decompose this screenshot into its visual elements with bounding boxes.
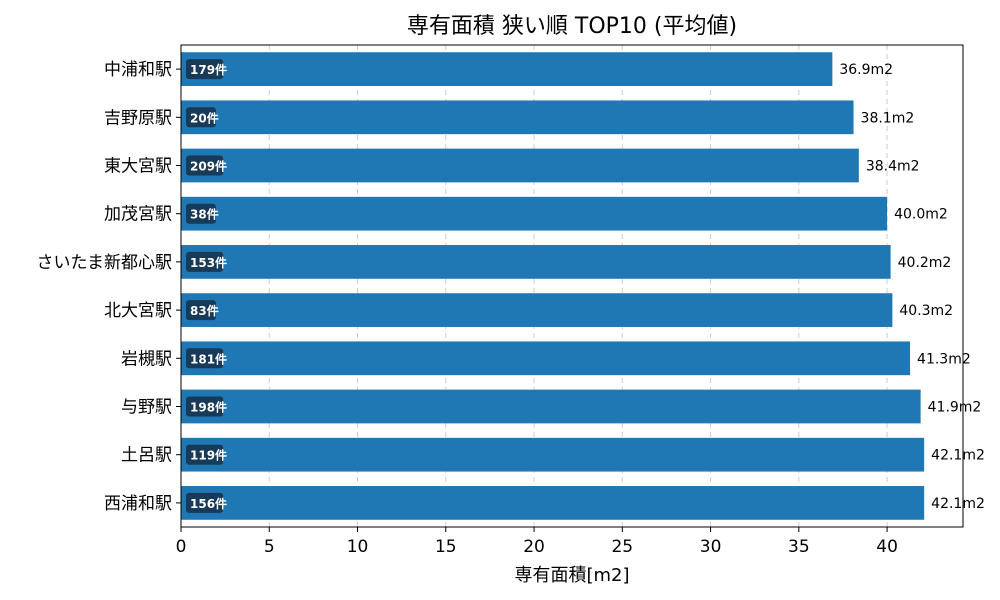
plot-frame [180, 44, 964, 528]
x-tick-label: 35 [788, 537, 810, 557]
count-badge-label: 20件 [190, 110, 219, 125]
y-tick-label: 土呂駅 [121, 446, 172, 466]
bar-value-label: 36.9m2 [839, 62, 893, 78]
count-badge [186, 492, 224, 513]
y-tick-label: 東大宮駅 [104, 157, 172, 177]
x-tick-label: 15 [435, 537, 457, 557]
bar [181, 52, 833, 86]
count-badge-label: 181件 [190, 351, 227, 366]
bar-value-label: 41.9m2 [928, 400, 982, 416]
count-badge-label: 119件 [190, 448, 227, 463]
x-tick-label: 25 [611, 537, 633, 557]
bar-value-label: 41.3m2 [917, 351, 971, 367]
count-badge [186, 203, 216, 224]
bar [181, 437, 925, 472]
bar [181, 389, 921, 424]
bar [181, 486, 925, 520]
count-badge [186, 59, 224, 80]
x-tick-label: 5 [264, 537, 275, 557]
count-badge [186, 107, 216, 128]
bar [181, 341, 911, 376]
bar [181, 293, 893, 327]
x-tick-label: 20 [523, 537, 545, 557]
bar [181, 148, 859, 183]
bar-value-label: 38.1m2 [861, 110, 915, 126]
bar [181, 245, 891, 279]
x-tick-label: 40 [876, 537, 898, 557]
count-badge-label: 179件 [190, 62, 227, 77]
bar-value-label: 42.1m2 [931, 448, 985, 464]
count-badge-label: 156件 [190, 496, 227, 511]
x-axis-label: 専有面積[m2] [514, 565, 630, 586]
bar-value-label: 40.0m2 [894, 207, 948, 223]
y-tick-label: 岩槻駅 [121, 349, 172, 369]
bar-value-label: 42.1m2 [931, 496, 985, 512]
count-badge [186, 251, 224, 272]
y-tick-label: 吉野原駅 [104, 108, 172, 128]
y-tick-label: 西浦和駅 [104, 494, 172, 514]
x-tick-label: 10 [347, 537, 369, 557]
count-badge [186, 348, 224, 369]
bar [181, 100, 854, 135]
count-badge-label: 198件 [190, 400, 227, 415]
y-tick-label: 北大宮駅 [104, 301, 172, 321]
y-tick-label: 加茂宮駅 [104, 205, 172, 225]
count-badge-label: 209件 [190, 159, 227, 174]
y-tick-label: さいたま新都心駅 [37, 253, 173, 273]
bar-value-label: 40.2m2 [898, 255, 952, 271]
count-badge-label: 153件 [190, 255, 227, 270]
y-tick-label: 与野駅 [121, 398, 172, 418]
bar-value-label: 40.3m2 [899, 303, 953, 319]
count-badge [186, 396, 224, 417]
count-badge [186, 300, 216, 321]
count-badge [186, 444, 224, 465]
x-tick-label: 30 [700, 537, 722, 557]
y-tick-label: 中浦和駅 [104, 60, 172, 80]
bar [181, 196, 888, 231]
count-badge-label: 38件 [190, 207, 219, 222]
x-tick-label: 0 [176, 537, 187, 557]
chart-title: 専有面積 狭い順 TOP10 (平均値) [406, 14, 738, 39]
bar-value-label: 38.4m2 [866, 159, 920, 175]
count-badge-label: 83件 [190, 303, 219, 318]
count-badge [186, 155, 224, 176]
